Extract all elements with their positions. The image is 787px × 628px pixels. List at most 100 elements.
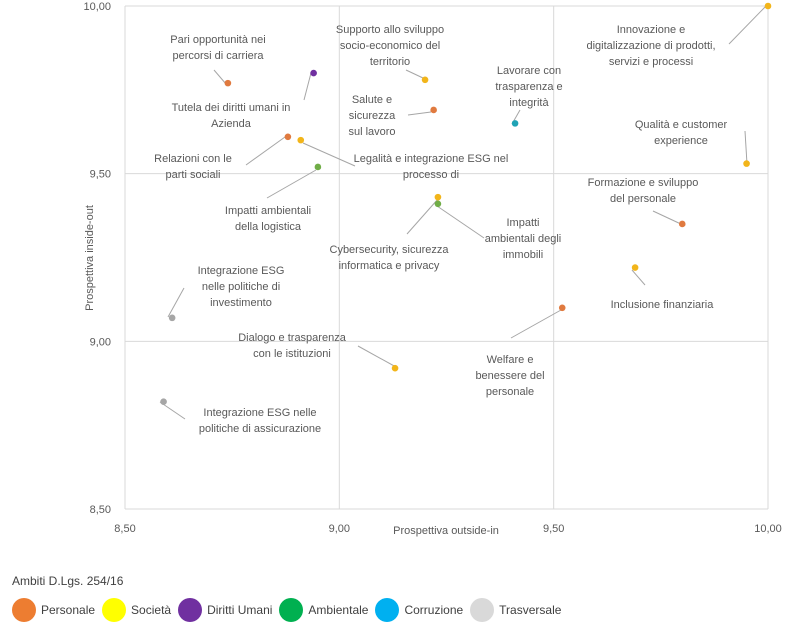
point-label-line: Formazione e sviluppo	[588, 177, 699, 189]
legend-swatch	[279, 598, 304, 622]
data-point	[391, 364, 399, 372]
legend-item: Società	[102, 598, 171, 622]
data-point	[297, 136, 305, 144]
point-label-line: Impatti	[506, 217, 539, 229]
leader-line	[302, 142, 356, 167]
point-label: Integrazione ESG nelle politiche di invest…	[198, 265, 285, 309]
point-label: Impatti ambientali della logistica	[225, 205, 311, 233]
point-label-line: immobili	[503, 249, 543, 261]
point-label-line: nelle politiche di	[202, 281, 280, 293]
data-point	[224, 79, 232, 87]
data-point	[434, 200, 442, 208]
data-point	[168, 314, 176, 322]
point-label-line: con le istituzioni	[253, 348, 331, 360]
data-point	[678, 220, 686, 228]
x-tick-label: 8,50	[114, 523, 135, 535]
data-point	[314, 163, 322, 171]
data-point	[631, 264, 639, 271]
point-label-line: Innovazione e	[617, 24, 686, 36]
legend-swatch	[178, 598, 203, 622]
legend-label: Trasversale	[499, 603, 562, 617]
x-tick-label: 9,50	[543, 523, 564, 535]
legend-label: Corruzione	[404, 603, 464, 617]
point-label: Supporto allo sviluppo socio-economico de…	[336, 24, 444, 68]
legend: Ambiti D.Lgs. 254/16 Personale Società Dir…	[12, 574, 568, 622]
point-label-line: Supporto allo sviluppo	[336, 24, 444, 36]
point-label: Qualità e customer experience	[635, 119, 728, 147]
data-point	[743, 160, 750, 167]
point-label: Integrazione ESG nelle politiche di assic…	[199, 407, 321, 435]
point-label-line: socio-economico del	[340, 40, 440, 52]
point-label-line: informatica e privacy	[339, 260, 440, 272]
leader-line	[406, 198, 439, 235]
legend-swatch	[375, 598, 400, 622]
point-label-line: Salute e	[352, 94, 392, 106]
leader-line	[744, 130, 748, 165]
point-label-line: investimento	[210, 297, 272, 309]
legend-swatch	[102, 598, 127, 622]
legend-title: Ambiti D.Lgs. 254/16	[12, 574, 124, 588]
leader-line	[510, 309, 562, 339]
point-label-line: Welfare e	[487, 354, 534, 366]
leader-line	[405, 69, 424, 79]
data-point	[558, 304, 566, 312]
point-label: Tutela dei diritti umani in Azienda	[172, 102, 291, 130]
leader-line	[631, 269, 646, 286]
data-point	[284, 133, 292, 141]
y-tick-label: 9,00	[90, 336, 111, 348]
point-label: Legalità e integrazione ESG nel processo …	[354, 153, 509, 181]
point-label-line: Inclusione finanziaria	[611, 299, 715, 311]
data-point	[434, 193, 442, 201]
x-axis-label: Prospettiva outside-in	[393, 525, 499, 537]
point-label-line: integrità	[509, 97, 549, 109]
plot-grid	[124, 5, 769, 510]
y-tick-label: 10,00	[83, 1, 111, 13]
legend-label: Diritti Umani	[207, 603, 273, 617]
leader-line	[436, 205, 485, 239]
legend-label: Ambientale	[308, 603, 369, 617]
data-point	[764, 2, 772, 10]
point-label-line: Legalità e integrazione ESG nel	[354, 153, 509, 165]
leader-line	[266, 169, 317, 199]
point-label: Welfare e benessere del personale	[475, 354, 544, 398]
point-label-line: experience	[654, 135, 708, 147]
point-label-line: sicurezza	[349, 110, 396, 122]
legend-item: Personale	[12, 598, 95, 622]
point-label-line: trasparenza e	[495, 81, 562, 93]
point-label-line: digitalizzazione di prodotti,	[586, 40, 715, 52]
data-point	[511, 120, 519, 127]
leader-line	[652, 210, 684, 226]
point-label-line: Integrazione ESG	[198, 265, 285, 277]
point-label: Salute e sicurezza sul lavoro	[348, 94, 396, 138]
scatter-chart: Innovazione e digitalizzazione di prodott…	[83, 1, 781, 537]
point-label: Inclusione finanziaria	[611, 299, 715, 311]
legend-label: Società	[131, 603, 172, 617]
point-label-line: Pari opportunità nei	[170, 34, 265, 46]
point-label-line: Cybersecurity, sicurezza	[330, 244, 450, 256]
data-point	[421, 76, 429, 84]
axis-ticks: 8,50 9,00 9,50 10,00 8,50 9,00 9,50 10,00	[83, 1, 781, 535]
point-label: Pari opportunità nei percorsi di carriera	[170, 34, 265, 62]
point-label-line: sul lavoro	[348, 126, 395, 138]
point-label-line: del personale	[610, 193, 676, 205]
point-label-line: Azienda	[211, 118, 252, 130]
point-label-line: ambientali degli	[485, 233, 561, 245]
y-axis-label: Prospettiva inside-out	[84, 205, 96, 311]
y-tick-label: 8,50	[90, 504, 111, 516]
data-point	[430, 106, 437, 114]
leader-line	[213, 69, 227, 85]
legend-item: Diritti Umani	[178, 598, 272, 622]
point-label-line: servizi e processi	[609, 56, 693, 68]
legend-item: Trasversale	[470, 598, 561, 622]
point-label-line: personale	[486, 386, 534, 398]
point-label: Formazione e sviluppo del personale	[588, 177, 699, 205]
x-tick-label: 10,00	[754, 523, 782, 535]
point-label: Impatti ambientali degli immobili	[485, 217, 561, 261]
leader-line	[357, 345, 397, 368]
point-label-line: processo di	[403, 169, 459, 181]
legend-item: Ambientale	[279, 598, 368, 622]
point-label: Dialogo e trasparenza con le istituzioni	[238, 332, 347, 360]
point-label: Cybersecurity, sicurezza informatica e pr…	[330, 244, 450, 272]
point-label-line: Dialogo e trasparenza	[238, 332, 347, 344]
point-label: Innovazione e digitalizzazione di prodott…	[586, 24, 715, 68]
